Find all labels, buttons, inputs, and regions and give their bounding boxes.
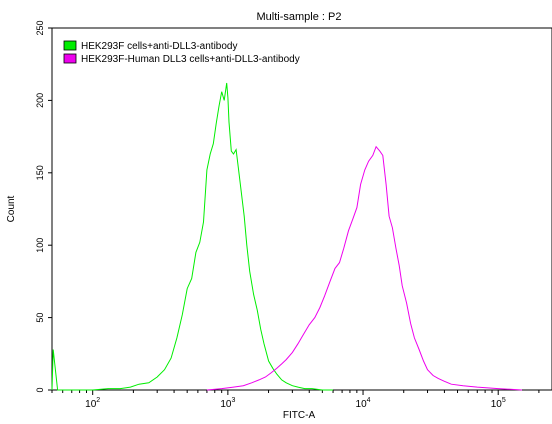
y-tick-label: 200 <box>35 93 45 108</box>
series-layer <box>51 82 523 391</box>
legend: HEK293F cells+anti-DLL3-antibody HEK293F-… <box>63 40 300 65</box>
x-tick-label: 102 <box>85 397 100 410</box>
legend-swatch-2 <box>63 53 77 64</box>
y-tick-label: 250 <box>35 20 45 35</box>
plot-frame <box>51 27 552 391</box>
y-tick-label: 150 <box>35 165 45 180</box>
x-tick-label: 103 <box>220 397 235 410</box>
x-axis-label: FITC-A <box>283 410 316 419</box>
legend-swatch-1 <box>63 40 77 51</box>
y-tick-label: 50 <box>35 313 45 323</box>
y-tick-label: 100 <box>35 238 45 253</box>
legend-label-2: HEK293F-Human DLL3 cells+anti-DLL3-antib… <box>81 54 300 65</box>
x-axis: 102 103 104 105 <box>51 390 540 410</box>
chart-title: Multi-sample : P2 <box>257 11 342 23</box>
x-tick-label: 104 <box>356 397 371 410</box>
y-axis-label: Count <box>6 195 17 222</box>
legend-label-1: HEK293F cells+anti-DLL3-antibody <box>81 41 237 52</box>
y-tick-label: 0 <box>35 387 45 392</box>
x-tick-label: 105 <box>491 397 506 410</box>
y-axis: 0 50 100 150 200 250 <box>35 20 52 393</box>
series-line-2 <box>206 145 523 391</box>
